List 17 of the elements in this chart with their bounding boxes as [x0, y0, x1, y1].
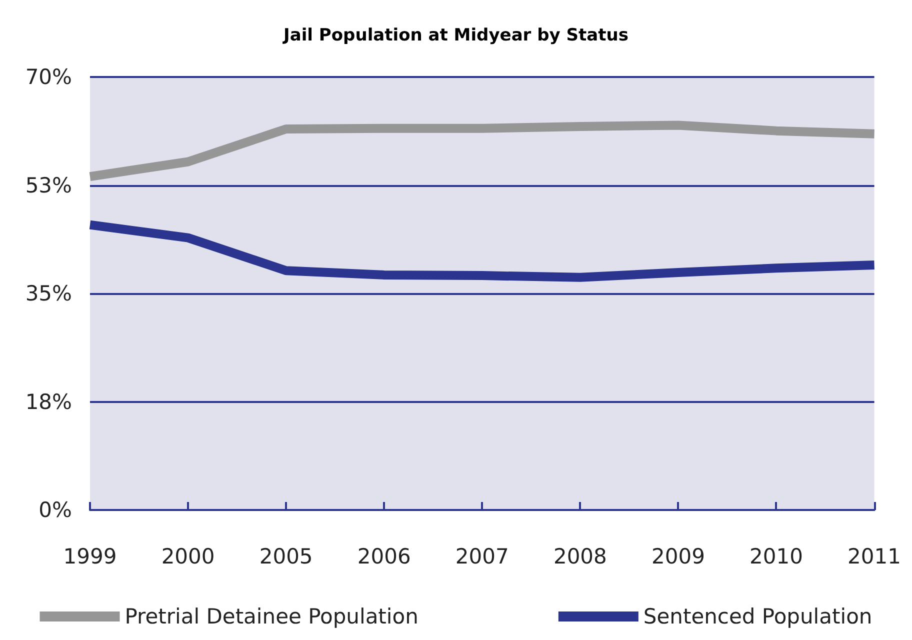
- y-tick-label: 70%: [25, 65, 72, 89]
- legend-label: Sentenced Population: [643, 604, 872, 628]
- legend-label: Pretrial Detainee Population: [124, 604, 418, 628]
- x-tick-label: 2008: [553, 544, 607, 568]
- x-tick-label: 2007: [455, 544, 509, 568]
- y-tick-label: 0%: [38, 498, 72, 522]
- x-tick-label: 2011: [848, 544, 902, 568]
- x-tick-label: 2006: [357, 544, 411, 568]
- x-tick-label: 1999: [63, 544, 117, 568]
- x-tick-label: 2005: [259, 544, 313, 568]
- x-tick-label: 2000: [161, 544, 215, 568]
- y-tick-label: 18%: [25, 390, 72, 414]
- y-tick-label: 35%: [25, 282, 72, 306]
- x-tick-label: 2009: [651, 544, 705, 568]
- chart-title: Jail Population at Midyear by Status: [282, 26, 628, 46]
- x-tick-label: 2010: [750, 544, 803, 568]
- y-tick-label: 53%: [25, 173, 72, 198]
